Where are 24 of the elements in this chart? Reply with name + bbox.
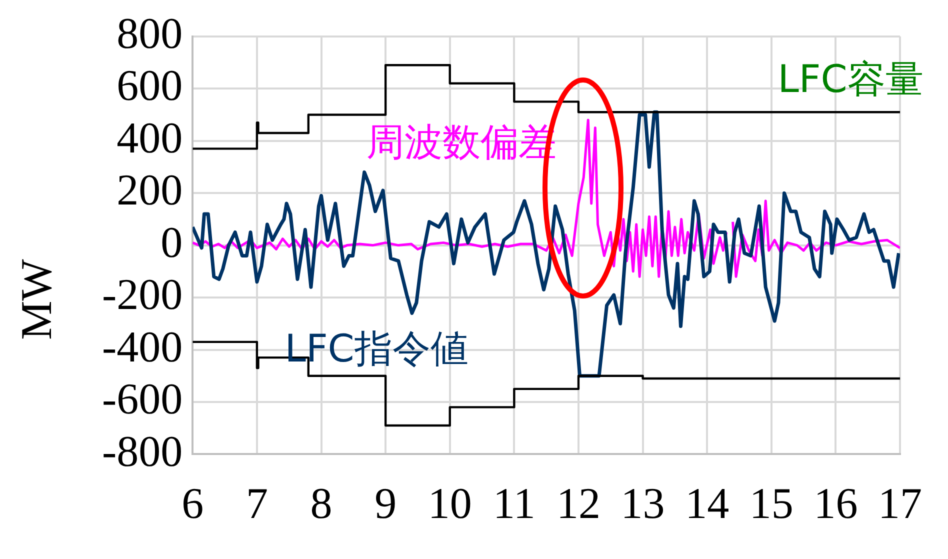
x-tick-label: 9: [374, 479, 397, 528]
x-tick-label: 14: [685, 479, 730, 528]
y-tick-label: 200: [116, 166, 183, 215]
series-label: LFC容量: [778, 57, 924, 102]
y-tick-label: 800: [116, 8, 183, 58]
x-tick-label: 15: [749, 479, 794, 528]
y-tick-label: -600: [102, 374, 183, 424]
x-tick-label: 10: [428, 479, 472, 528]
x-tick-label: 12: [556, 479, 600, 528]
x-tick-label: 17: [878, 479, 922, 528]
x-tick-label: 7: [246, 479, 268, 528]
y-axis-title: MW: [10, 259, 62, 340]
x-tick-label: 6: [182, 479, 204, 528]
y-tick-label: 600: [116, 61, 183, 110]
x-tick-label: 13: [620, 479, 665, 528]
y-tick-label: 0: [160, 218, 183, 267]
x-tick-label: 11: [492, 479, 536, 528]
y-tick-label: 400: [116, 113, 183, 162]
y-tick-label: -400: [102, 322, 183, 372]
series-label: LFC指令値: [284, 326, 468, 371]
y-tick-label: -200: [102, 270, 183, 320]
x-tick-label: 16: [814, 479, 858, 528]
x-tick-label: 8: [310, 479, 332, 528]
y-tick-label: -800: [102, 426, 183, 476]
